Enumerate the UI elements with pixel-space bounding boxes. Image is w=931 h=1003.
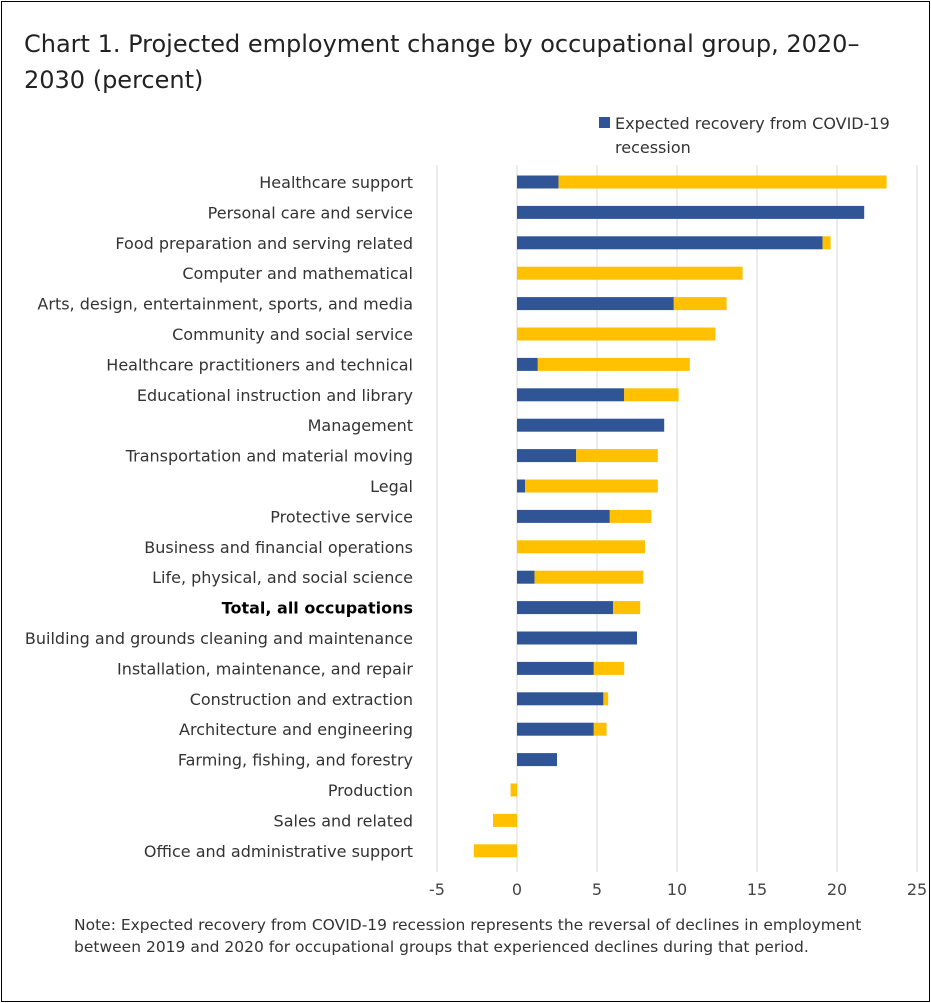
category-label: Life, physical, and social science	[152, 568, 413, 587]
category-label: Architecture and engineering	[179, 720, 413, 739]
bar-projected-change	[673, 297, 727, 311]
bar-recovery	[517, 388, 625, 402]
bar-projected-change	[534, 570, 644, 584]
bar-recovery	[517, 570, 535, 584]
x-tick-label: 10	[667, 880, 687, 899]
category-label: Construction and extraction	[190, 690, 413, 709]
bar-recovery	[517, 661, 594, 675]
bar-projected-change	[493, 813, 517, 827]
bar-chart: Healthcare support Personal care and serv…	[25, 114, 927, 899]
bar-recovery	[517, 753, 557, 767]
category-label: Community and social service	[172, 325, 413, 344]
x-tick-label: 25	[907, 880, 927, 899]
category-label: Sales and related	[274, 811, 413, 830]
bar-projected-change	[624, 388, 679, 402]
bar-projected-change	[558, 175, 887, 189]
bar-projected-change	[593, 722, 607, 736]
bar-recovery	[517, 692, 604, 706]
category-label: Food preparation and serving related	[115, 234, 413, 253]
x-tick-labels: -5 0 5 10 15 20 25	[429, 880, 927, 899]
bars	[473, 175, 887, 858]
category-label: Computer and mathematical	[182, 264, 413, 283]
bar-recovery	[517, 479, 525, 493]
category-label: Installation, maintenance, and repair	[117, 659, 413, 678]
bar-recovery	[517, 357, 538, 371]
category-label: Arts, design, entertainment, sports, and…	[37, 295, 413, 314]
category-label: Office and administrative support	[144, 842, 413, 861]
category-label: Business and financial operations	[144, 538, 413, 557]
chart-note: Note: Expected recovery from COVID-19 re…	[74, 916, 862, 956]
bar-projected-change	[517, 327, 716, 341]
bar-recovery	[517, 722, 594, 736]
bar-projected-change	[603, 692, 609, 706]
bar-recovery	[517, 236, 823, 250]
category-label: Production	[328, 781, 413, 800]
category-label: Protective service	[270, 507, 413, 526]
category-label: Farming, fishing, and forestry	[178, 751, 413, 770]
category-label: Personal care and service	[208, 203, 413, 222]
x-tick-label: 20	[827, 880, 847, 899]
bar-recovery	[517, 297, 674, 311]
bar-projected-change	[510, 783, 517, 797]
bar-projected-change	[613, 601, 641, 615]
legend: Expected recovery from COVID-19 recession	[599, 114, 890, 157]
category-label: Healthcare support	[259, 173, 413, 192]
bar-recovery	[517, 509, 610, 523]
category-label: Transportation and material moving	[125, 447, 413, 466]
bar-recovery	[517, 205, 865, 219]
category-label: Building and grounds cleaning and mainte…	[25, 629, 413, 648]
category-label: Educational instruction and library	[137, 386, 413, 405]
category-label: Legal	[370, 477, 413, 496]
x-tick-label: 15	[747, 880, 767, 899]
category-labels: Healthcare support Personal care and serv…	[25, 173, 413, 861]
bar-recovery	[517, 175, 559, 189]
bar-projected-change	[822, 236, 831, 250]
bar-projected-change	[473, 844, 517, 858]
chart-title: Chart 1. Projected employment change by …	[24, 30, 860, 94]
category-label: Total, all occupations	[222, 599, 413, 618]
bar-projected-change	[576, 449, 658, 463]
bar-projected-change	[537, 357, 690, 371]
x-tick-label: 0	[512, 880, 522, 899]
bar-projected-change	[517, 540, 645, 554]
bar-projected-change	[593, 661, 625, 675]
bar-recovery	[517, 449, 577, 463]
legend-label-recovery: Expected recovery from COVID-19 recession	[615, 114, 890, 157]
bar-projected-change	[517, 266, 743, 280]
x-tick-label: -5	[429, 880, 445, 899]
bar-projected-change	[525, 479, 658, 493]
bar-projected-change	[609, 509, 652, 523]
bar-recovery	[517, 631, 637, 645]
bar-recovery	[517, 418, 665, 432]
x-tick-label: 5	[592, 880, 602, 899]
category-label: Healthcare practitioners and technical	[106, 355, 413, 374]
category-label: Management	[308, 416, 413, 435]
legend-swatch-recovery	[599, 117, 610, 128]
bar-recovery	[517, 601, 613, 615]
